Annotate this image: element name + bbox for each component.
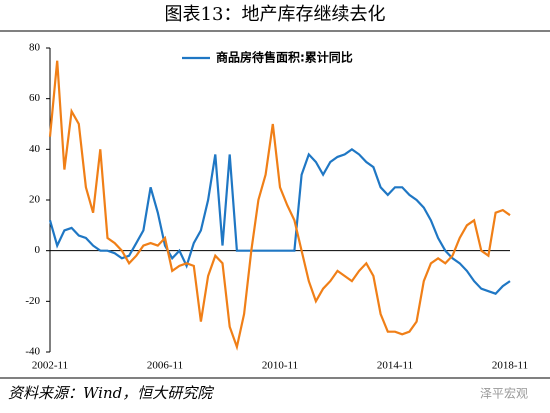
x-tick-label: 2002-11 [32,360,68,372]
x-tick-label: 2014-11 [377,360,413,372]
chart-title: 图表13：地产库存继续去化 [165,4,386,25]
series-line [48,147,511,295]
y-tick-label: 60 [29,92,41,104]
x-tick-label: 2006-11 [147,360,183,372]
y-tick-label: 20 [29,194,41,206]
y-tick-label: 80 [29,42,41,54]
x-tick-label: 2018-11 [492,360,528,372]
y-tick-label: -20 [25,295,40,307]
y-tick-label: 0 [35,244,41,256]
x-tick-label: 2010-11 [262,360,298,372]
legend-label: 商品房待售面积:累计同比 [216,50,353,65]
y-tick-label: 40 [29,143,41,155]
source: 资料来源：Wind，恒大研究院 [8,384,214,402]
watermark: 泽平宏观 [480,386,528,401]
series-line [48,60,511,351]
y-tick-label: -40 [25,346,40,358]
